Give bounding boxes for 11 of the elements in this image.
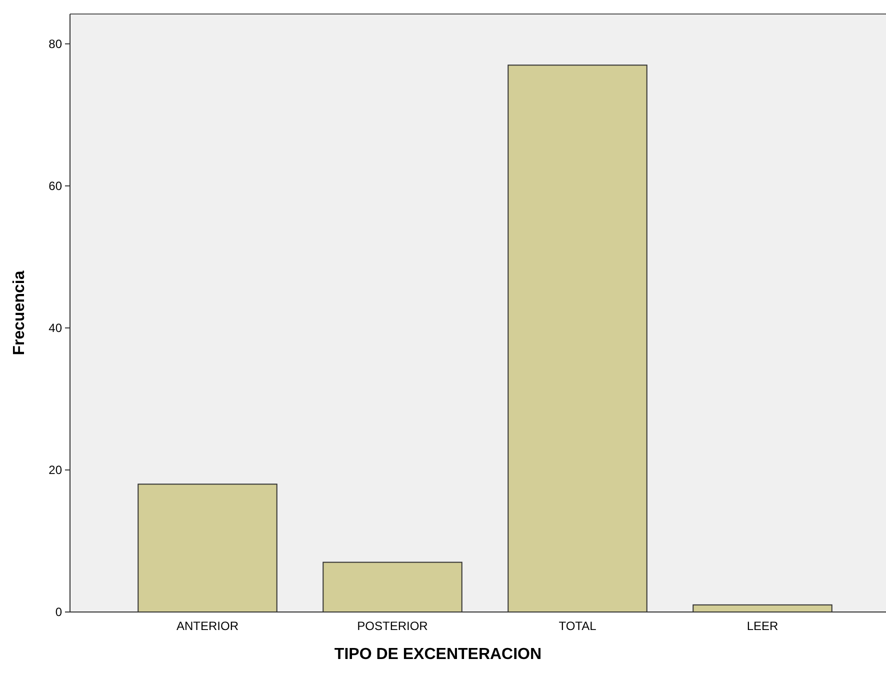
x-tick-label: POSTERIOR (357, 619, 428, 633)
x-axis-title: TIPO DE EXCENTERACION (334, 646, 542, 663)
y-tick-label: 20 (48, 463, 62, 478)
y-axis-title: Frecuencia (11, 270, 28, 356)
x-tick-label: TOTAL (558, 619, 597, 633)
y-tick-label: 0 (55, 605, 62, 620)
x-tick-label: LEER (746, 619, 778, 633)
y-tick-label: 80 (48, 37, 62, 52)
y-tick-label: 60 (48, 179, 62, 194)
y-tick-label: 40 (48, 321, 62, 336)
x-tick-label: ANTERIOR (176, 619, 239, 633)
